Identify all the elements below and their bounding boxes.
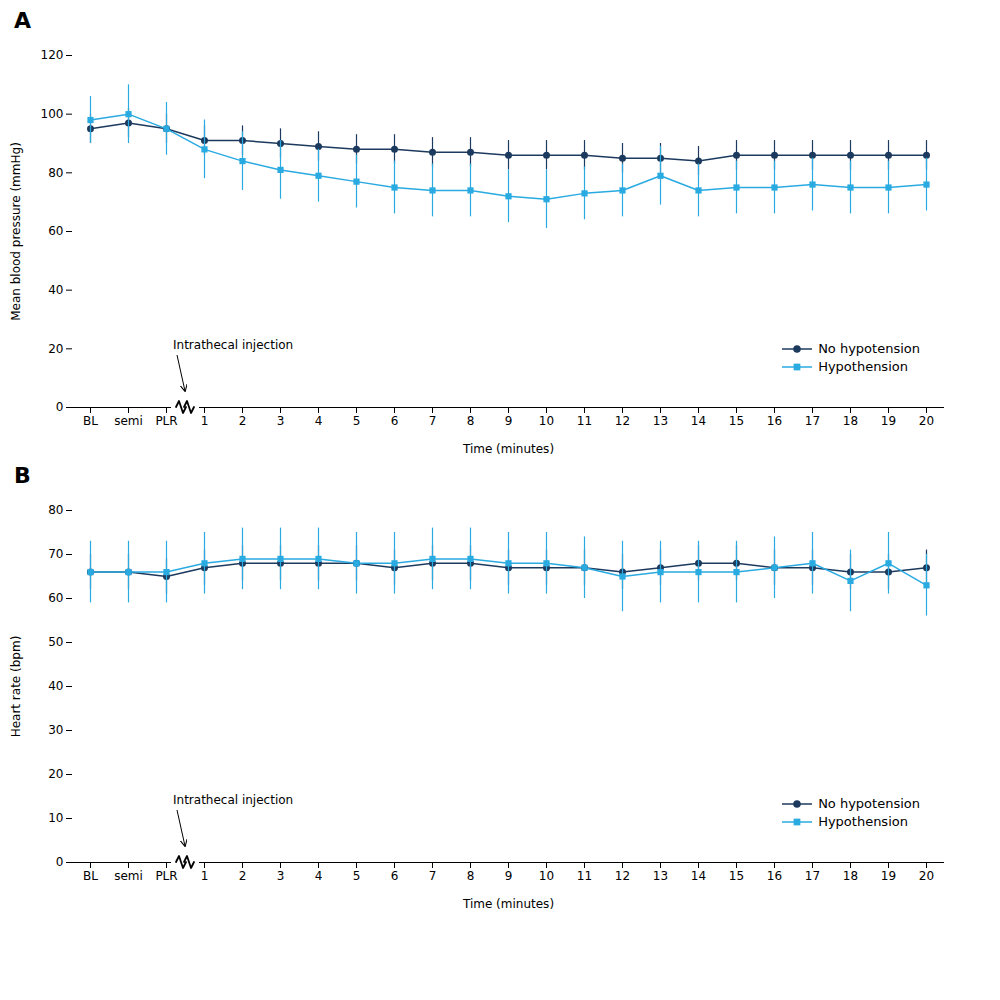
svg-text:13: 13: [653, 869, 668, 883]
html-text:Hypothension: Hypothension: [818, 359, 908, 374]
svg-text:13: 13: [653, 414, 668, 428]
html-text:B: B: [14, 463, 31, 488]
svg-text:17: 17: [805, 869, 820, 883]
svg-text:0: 0: [56, 400, 64, 414]
svg-text:6: 6: [391, 869, 399, 883]
svg-text:Intrathecal injection: Intrathecal injection: [173, 338, 293, 352]
svg-text:19: 19: [881, 869, 896, 883]
svg-text:15: 15: [729, 869, 744, 883]
svg-text:8: 8: [467, 869, 475, 883]
svg-text:19: 19: [881, 414, 896, 428]
svg-text:120: 120: [41, 48, 64, 62]
svg-text:30: 30: [48, 723, 63, 737]
svg-text:PLR: PLR: [155, 869, 177, 883]
svg-text:100: 100: [41, 107, 64, 121]
svg-text:18: 18: [843, 869, 858, 883]
html-text:No hypotension: No hypotension: [818, 796, 920, 811]
html-text:Hypothension: Hypothension: [818, 814, 908, 829]
svg-text:Mean blood pressure (mmHg): Mean blood pressure (mmHg): [9, 142, 23, 321]
svg-text:8: 8: [467, 414, 475, 428]
svg-text:BL: BL: [83, 869, 98, 883]
svg-text:16: 16: [767, 414, 782, 428]
svg-text:7: 7: [429, 869, 437, 883]
svg-text:2: 2: [239, 869, 247, 883]
svg-text:Heart rate (bpm): Heart rate (bpm): [9, 636, 23, 738]
svg-text:12: 12: [615, 869, 630, 883]
html-text:A: A: [14, 8, 31, 33]
svg-text:6: 6: [391, 414, 399, 428]
svg-text:11: 11: [577, 414, 592, 428]
svg-text:9: 9: [505, 869, 513, 883]
svg-text:PLR: PLR: [155, 414, 177, 428]
html-text:No hypotension: No hypotension: [818, 341, 920, 356]
svg-text:11: 11: [577, 869, 592, 883]
svg-text:semi: semi: [114, 414, 143, 428]
svg-text:1: 1: [201, 414, 209, 428]
svg-text:7: 7: [429, 414, 437, 428]
svg-text:20: 20: [48, 342, 63, 356]
svg-text:15: 15: [729, 414, 744, 428]
svg-text:2: 2: [239, 414, 247, 428]
svg-text:60: 60: [48, 224, 63, 238]
svg-text:20: 20: [919, 414, 934, 428]
svg-text:14: 14: [691, 414, 706, 428]
svg-text:1: 1: [201, 869, 209, 883]
svg-text:4: 4: [315, 414, 323, 428]
svg-text:50: 50: [48, 635, 63, 649]
svg-text:Time (minutes): Time (minutes): [462, 442, 554, 456]
svg-text:4: 4: [315, 869, 323, 883]
svg-text:9: 9: [505, 414, 513, 428]
svg-text:BL: BL: [83, 414, 98, 428]
svg-text:Time (minutes): Time (minutes): [462, 897, 554, 911]
svg-text:12: 12: [615, 414, 630, 428]
svg-text:20: 20: [919, 869, 934, 883]
svg-text:18: 18: [843, 414, 858, 428]
svg-text:40: 40: [48, 283, 63, 297]
svg-text:5: 5: [353, 869, 361, 883]
svg-text:3: 3: [277, 869, 285, 883]
svg-text:10: 10: [539, 869, 554, 883]
svg-text:80: 80: [48, 503, 63, 517]
svg-text:40: 40: [48, 679, 63, 693]
svg-text:17: 17: [805, 414, 820, 428]
svg-text:14: 14: [691, 869, 706, 883]
svg-text:5: 5: [353, 414, 361, 428]
svg-text:16: 16: [767, 869, 782, 883]
svg-text:3: 3: [277, 414, 285, 428]
svg-text:80: 80: [48, 166, 63, 180]
svg-text:10: 10: [539, 414, 554, 428]
svg-text:semi: semi: [114, 869, 143, 883]
svg-text:20: 20: [48, 767, 63, 781]
svg-text:70: 70: [48, 547, 63, 561]
svg-text:0: 0: [56, 855, 64, 869]
svg-text:Intrathecal injection: Intrathecal injection: [173, 793, 293, 807]
svg-text:10: 10: [48, 811, 63, 825]
svg-text:60: 60: [48, 591, 63, 605]
